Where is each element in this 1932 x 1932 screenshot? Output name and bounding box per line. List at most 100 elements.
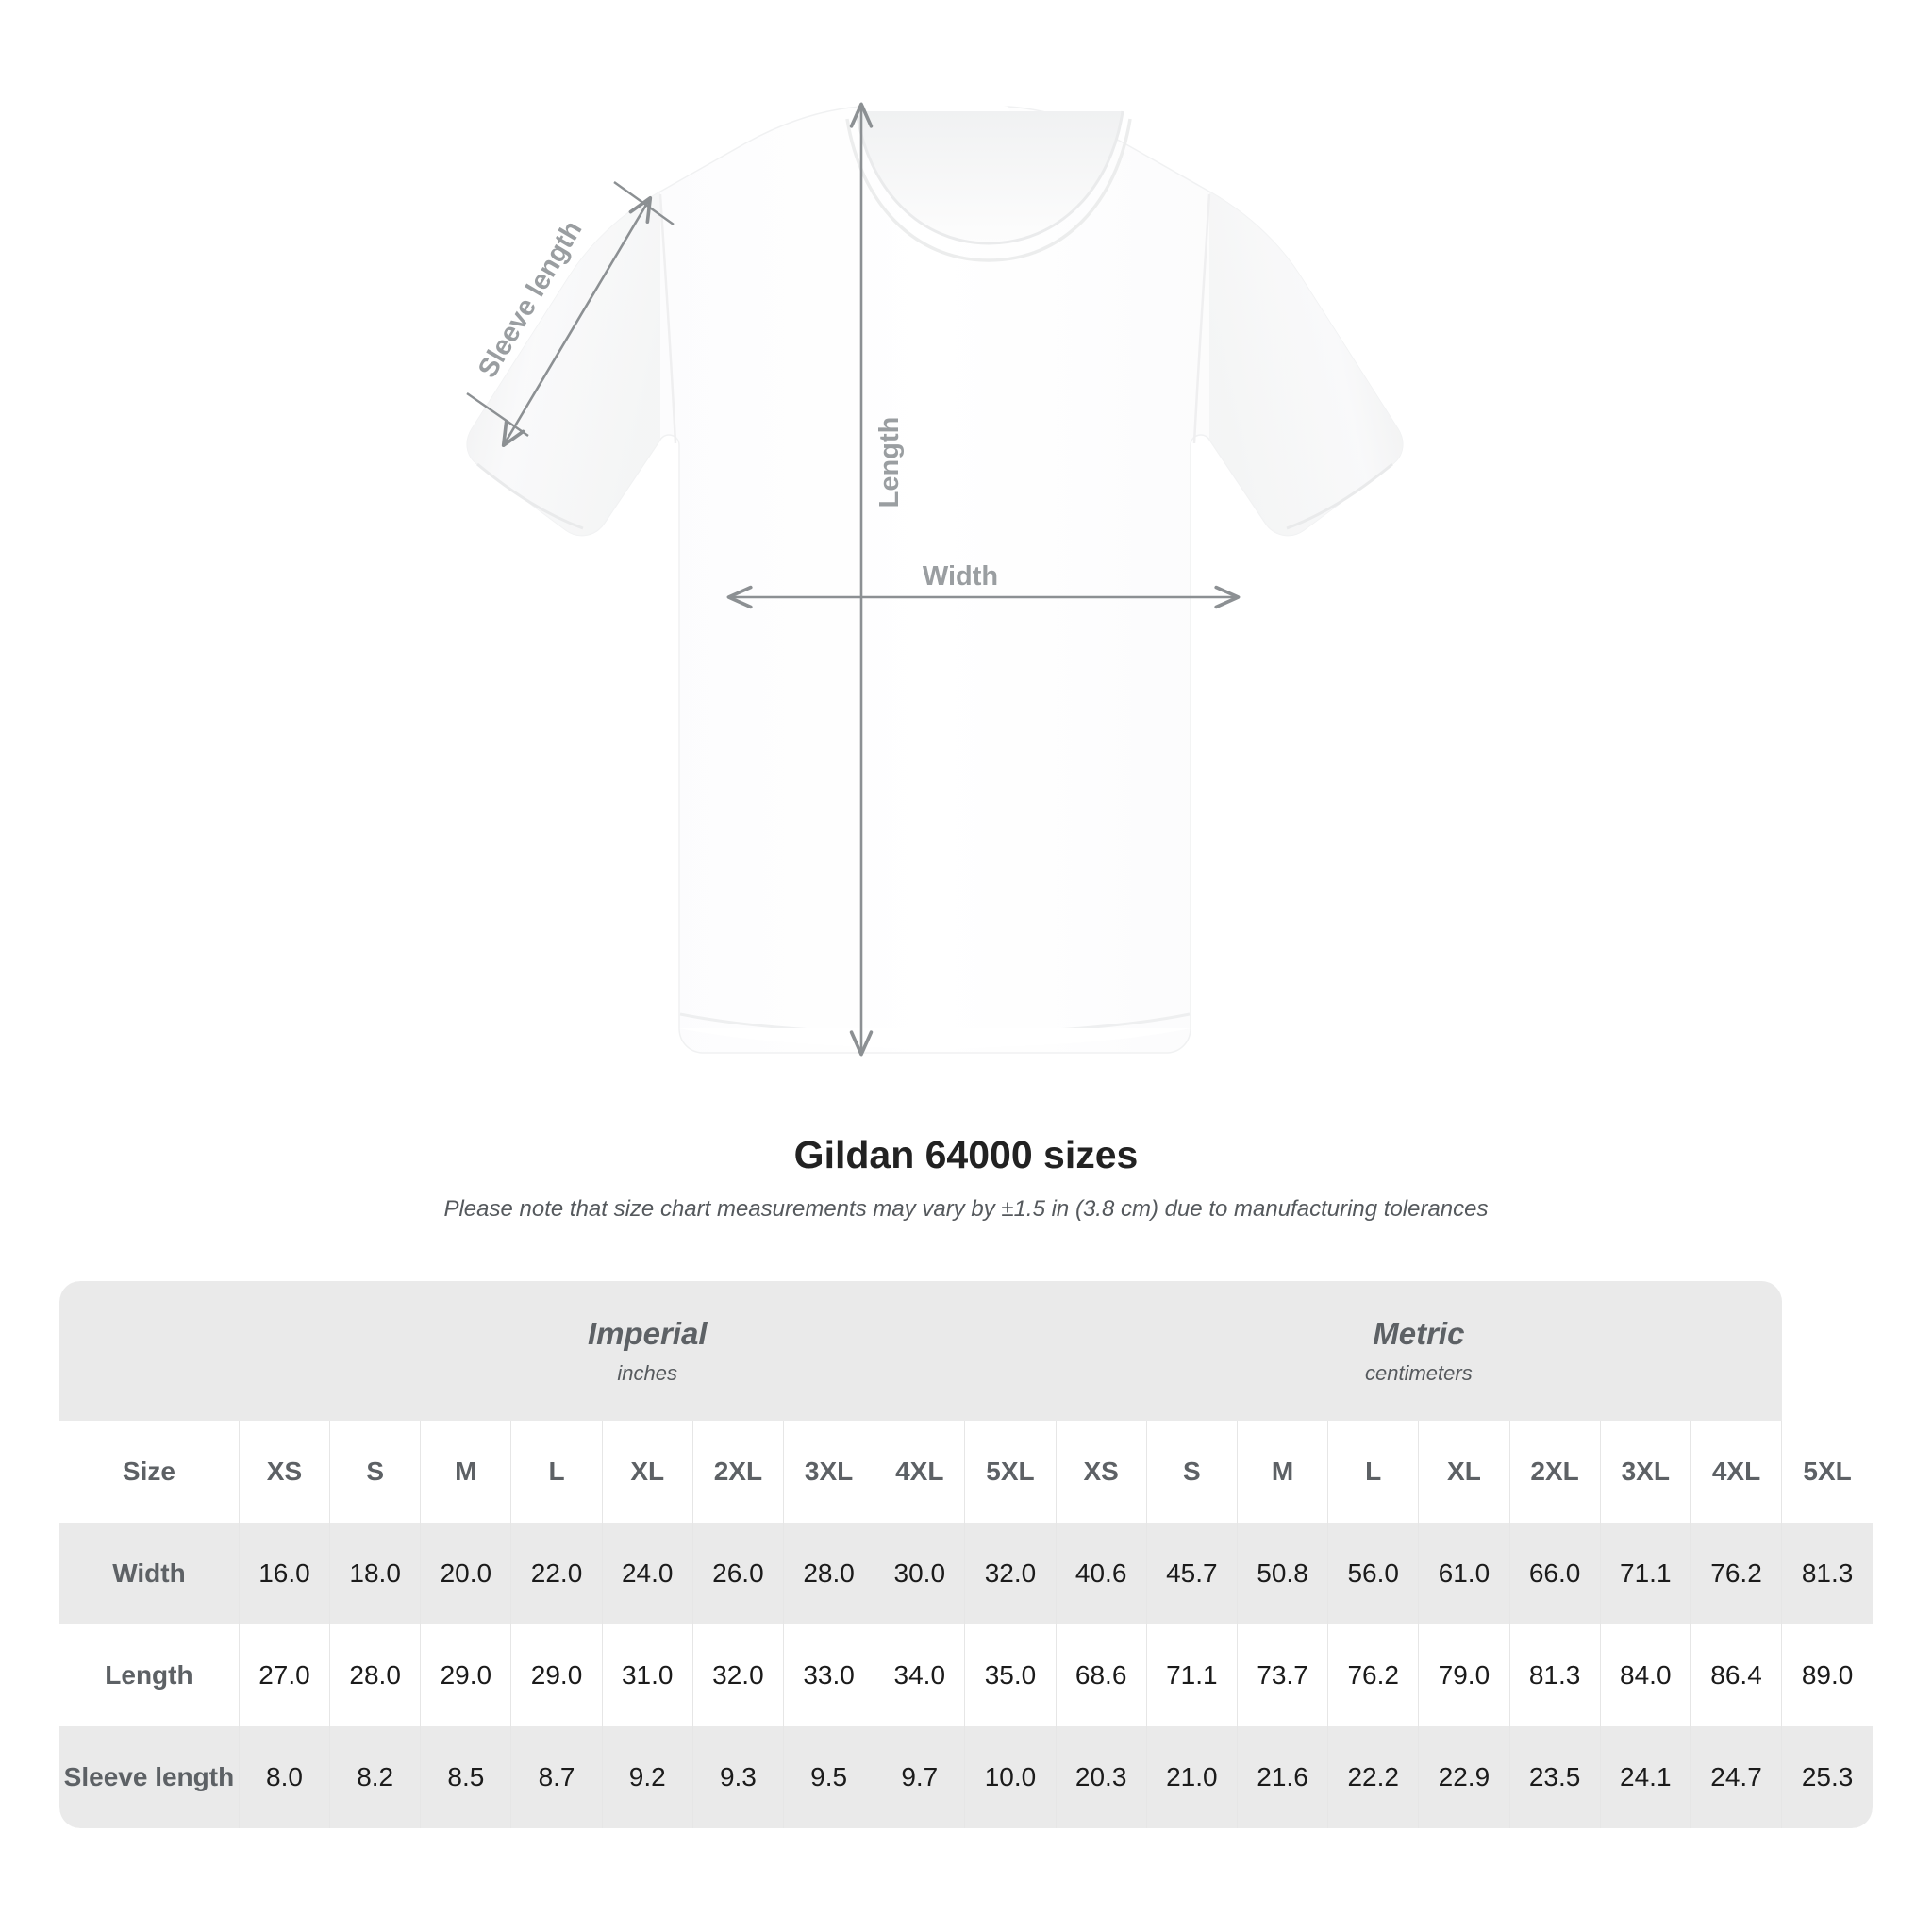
cell-sleeve-imperial-5xl: 10.0 (964, 1726, 1057, 1828)
unit-group-imperial-sub: inches (617, 1361, 678, 1386)
unit-group-metric-name: Metric (1373, 1315, 1465, 1351)
size-header-metric-5xl: 5XL (1781, 1421, 1873, 1523)
unit-group-imperial-name: Imperial (587, 1315, 708, 1351)
cell-width-metric-xl: 61.0 (1418, 1523, 1509, 1624)
size-header-imperial-xs: XS (238, 1421, 330, 1523)
cell-length-imperial-5xl: 35.0 (964, 1624, 1057, 1726)
size-header-imperial-s: S (329, 1421, 421, 1523)
cell-length-metric-5xl: 89.0 (1781, 1624, 1873, 1726)
cell-width-metric-3xl: 71.1 (1599, 1523, 1691, 1624)
cell-length-metric-xl: 79.0 (1418, 1624, 1509, 1726)
size-header-metric-3xl: 3XL (1599, 1421, 1691, 1523)
cell-width-imperial-m: 20.0 (420, 1523, 511, 1624)
cell-sleeve-imperial-s: 8.2 (329, 1726, 421, 1828)
size-header-metric-2xl: 2XL (1508, 1421, 1601, 1523)
length-measure: Length (849, 102, 905, 1057)
size-header-label: Size (59, 1421, 240, 1523)
cell-length-metric-4xl: 86.4 (1690, 1624, 1782, 1726)
size-header-metric-4xl: 4XL (1690, 1421, 1782, 1523)
cell-length-metric-2xl: 81.3 (1508, 1624, 1601, 1726)
cell-sleeve-imperial-m: 8.5 (420, 1726, 511, 1828)
cell-length-metric-3xl: 84.0 (1599, 1624, 1691, 1726)
cell-sleeve-imperial-3xl: 9.5 (782, 1726, 874, 1828)
size-header-imperial-2xl: 2XL (691, 1421, 784, 1523)
tshirt-illustration: Length Width Sleeve length (466, 100, 1404, 1057)
cell-length-imperial-m: 29.0 (420, 1624, 511, 1726)
tolerance-note: Please note that size chart measurements… (443, 1196, 1489, 1223)
cell-length-imperial-l: 29.0 (510, 1624, 603, 1726)
cell-width-imperial-l: 22.0 (510, 1523, 603, 1624)
size-header-metric-xl: XL (1418, 1421, 1509, 1523)
title-block: Gildan 64000 sizes Please note that size… (0, 1132, 1932, 1224)
unit-spacer-cell (59, 1281, 240, 1421)
cell-width-metric-m: 50.8 (1236, 1523, 1328, 1624)
table-row: Width 16.0 18.0 20.0 22.0 24.0 26.0 28.0… (59, 1523, 1873, 1624)
cell-width-imperial-3xl: 28.0 (782, 1523, 874, 1624)
cell-sleeve-metric-5xl: 25.3 (1781, 1726, 1873, 1828)
row-label-length: Length (59, 1624, 240, 1726)
cell-width-metric-xs: 40.6 (1055, 1523, 1147, 1624)
cell-width-imperial-5xl: 32.0 (964, 1523, 1057, 1624)
cell-width-metric-4xl: 76.2 (1690, 1523, 1782, 1624)
page-title: Gildan 64000 sizes (793, 1133, 1139, 1176)
cell-length-metric-m: 73.7 (1236, 1624, 1328, 1726)
cell-length-metric-s: 71.1 (1145, 1624, 1238, 1726)
size-header-imperial-3xl: 3XL (782, 1421, 874, 1523)
cell-length-imperial-xl: 31.0 (601, 1624, 693, 1726)
row-label-sleeve-length: Sleeve length (59, 1726, 240, 1828)
cell-length-metric-l: 76.2 (1327, 1624, 1419, 1726)
tshirt-diagram-svg: Length Width Sleeve length (466, 100, 1404, 1057)
cell-width-metric-l: 56.0 (1327, 1523, 1419, 1624)
cell-length-imperial-3xl: 33.0 (782, 1624, 874, 1726)
size-header-imperial-m: M (420, 1421, 511, 1523)
cell-width-metric-5xl: 81.3 (1781, 1523, 1873, 1624)
cell-sleeve-imperial-xs: 8.0 (238, 1726, 330, 1828)
size-header-metric-l: L (1327, 1421, 1419, 1523)
cell-width-imperial-s: 18.0 (329, 1523, 421, 1624)
cell-sleeve-metric-m: 21.6 (1236, 1726, 1328, 1828)
cell-sleeve-metric-2xl: 23.5 (1508, 1726, 1601, 1828)
cell-sleeve-metric-s: 21.0 (1145, 1726, 1238, 1828)
width-label: Width (923, 561, 998, 591)
cell-width-imperial-2xl: 26.0 (691, 1523, 784, 1624)
cell-sleeve-metric-xl: 22.9 (1418, 1726, 1509, 1828)
row-label-width: Width (59, 1523, 240, 1624)
cell-length-imperial-xs: 27.0 (238, 1624, 330, 1726)
size-chart-table-container: Imperial inches Metric centimeters Size … (59, 1281, 1873, 1828)
cell-sleeve-metric-4xl: 24.7 (1690, 1726, 1782, 1828)
unit-group-metric: Metric centimeters (1056, 1281, 1782, 1421)
cell-length-imperial-s: 28.0 (329, 1624, 421, 1726)
size-header-imperial-4xl: 4XL (874, 1421, 965, 1523)
cell-width-imperial-xs: 16.0 (238, 1523, 330, 1624)
tshirt-shape (466, 100, 1404, 1054)
cell-sleeve-imperial-4xl: 9.7 (874, 1726, 965, 1828)
table-row: Length 27.0 28.0 29.0 29.0 31.0 32.0 33.… (59, 1624, 1873, 1726)
cell-width-imperial-xl: 24.0 (601, 1523, 693, 1624)
length-label: Length (874, 417, 905, 508)
size-header-row: Size XS S M L XL 2XL 3XL 4XL 5XL XS S M … (59, 1421, 1873, 1523)
unit-group-metric-sub: centimeters (1365, 1361, 1473, 1386)
cell-width-metric-2xl: 66.0 (1508, 1523, 1601, 1624)
size-header-imperial-l: L (510, 1421, 603, 1523)
size-header-imperial-5xl: 5XL (964, 1421, 1057, 1523)
cell-sleeve-imperial-xl: 9.2 (601, 1726, 693, 1828)
table-row: Sleeve length 8.0 8.2 8.5 8.7 9.2 9.3 9.… (59, 1726, 1873, 1828)
size-header-metric-m: M (1236, 1421, 1328, 1523)
cell-sleeve-imperial-l: 8.7 (510, 1726, 603, 1828)
unit-group-row: Imperial inches Metric centimeters (59, 1281, 1873, 1421)
cell-width-imperial-4xl: 30.0 (874, 1523, 965, 1624)
cell-width-metric-s: 45.7 (1145, 1523, 1238, 1624)
cell-length-imperial-4xl: 34.0 (874, 1624, 965, 1726)
cell-sleeve-imperial-2xl: 9.3 (691, 1726, 784, 1828)
width-measure: Width (726, 561, 1241, 609)
size-header-imperial-xl: XL (601, 1421, 693, 1523)
cell-length-imperial-2xl: 32.0 (691, 1624, 784, 1726)
size-chart-table: Imperial inches Metric centimeters Size … (59, 1281, 1873, 1828)
cell-length-metric-xs: 68.6 (1055, 1624, 1147, 1726)
size-header-metric-xs: XS (1055, 1421, 1147, 1523)
cell-sleeve-metric-l: 22.2 (1327, 1726, 1419, 1828)
unit-group-imperial: Imperial inches (239, 1281, 1057, 1421)
size-header-metric-s: S (1145, 1421, 1238, 1523)
cell-sleeve-metric-xs: 20.3 (1055, 1726, 1147, 1828)
